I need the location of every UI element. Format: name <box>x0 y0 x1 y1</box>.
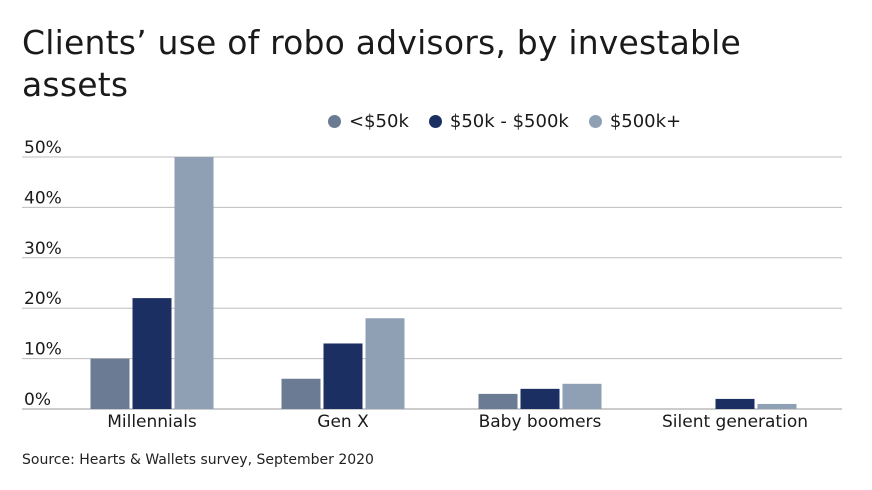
legend-label-500k-plus: $500k+ <box>609 110 682 132</box>
bar-3-2 <box>757 403 797 409</box>
y-tick-label-0: 0% <box>24 390 51 410</box>
bar-1-0 <box>281 378 321 409</box>
y-tick-label-10: 10% <box>24 340 62 360</box>
source-note: Source: Hearts & Wallets survey, Septemb… <box>22 452 374 468</box>
chart-title: Clients’ use of robo advisors, by invest… <box>22 23 742 104</box>
legend-item-50k-500k: $50k - $500k <box>428 110 569 132</box>
y-tick-label-40: 40% <box>24 188 62 208</box>
bar-1-1 <box>323 343 363 409</box>
x-tick-label-1: Gen X <box>317 412 369 432</box>
bar-0-2 <box>174 157 214 409</box>
y-tick-label-30: 30% <box>24 239 62 259</box>
chart-legend: <$50k $50k - $500k $500k+ <box>328 108 681 134</box>
bar-2-0 <box>478 393 518 409</box>
bar-2-2 <box>562 383 602 409</box>
legend-item-under-50k: <$50k <box>328 111 409 132</box>
x-tick-label-3: Silent generation <box>662 412 808 432</box>
bar-1-2 <box>365 318 405 409</box>
x-tick-label-0: Millennials <box>107 412 197 432</box>
legend-label-50k-500k: $50k - $500k <box>449 110 569 132</box>
legend-swatch-under-50k <box>328 114 341 128</box>
y-tick-label-20: 20% <box>24 289 62 309</box>
bar-3-1 <box>715 398 755 409</box>
bar-chart: 0% 10% 20% 30% 40% 50% Millennials Gen X Baby bo… <box>22 138 842 432</box>
x-tick-label-2: Baby boomers <box>479 412 602 432</box>
legend-swatch-50k-500k <box>428 114 442 128</box>
bar-2-1 <box>520 388 560 409</box>
legend-item-500k-plus: $500k+ <box>588 110 682 132</box>
bar-0-1 <box>132 298 172 409</box>
bar-0-0 <box>90 358 130 409</box>
legend-label-under-50k: <$50k <box>349 110 409 132</box>
legend-swatch-500k-plus <box>588 114 602 128</box>
y-tick-label-50: 50% <box>24 138 62 158</box>
